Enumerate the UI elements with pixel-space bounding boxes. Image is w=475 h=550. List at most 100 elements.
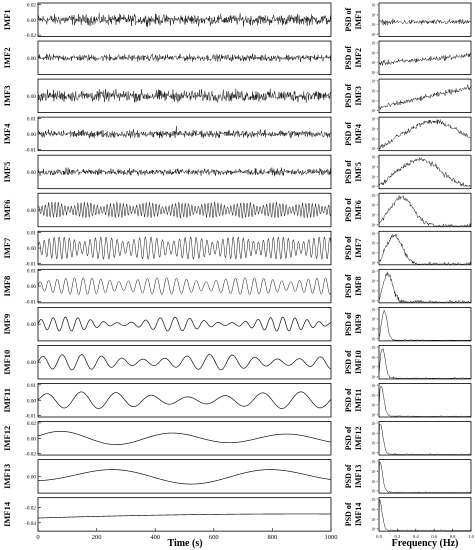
psd-y-tick-label: 10⁻² xyxy=(371,460,378,464)
psd-y-tick-label: 10⁻⁸ xyxy=(371,185,378,189)
psd-y-tick-label: 10⁻² xyxy=(371,498,378,502)
psd-y-tick-label: 10⁻² xyxy=(371,80,378,84)
time-panel-imf5: 0.00 IMF5 xyxy=(2,154,332,190)
time-panel-imf8: 0.01 0.00 -0.01 IMF8 xyxy=(2,268,332,306)
time-panel-imf11: 0.01 0.00 -0.01 IMF11 xyxy=(2,383,332,420)
psd-label: PSD ofIMF5 xyxy=(344,160,363,184)
imf-label: IMF5 xyxy=(2,162,12,183)
imf-label: IMF9 xyxy=(2,314,12,335)
psd-y-tick-label: 10⁻⁴ xyxy=(371,51,378,55)
psd-panel-frame xyxy=(378,2,472,37)
y-tick-label: -0.01 xyxy=(25,147,36,153)
time-series-imf7 xyxy=(37,236,332,261)
x-tick-label: 200 xyxy=(92,534,102,541)
psd-curve-imf14 xyxy=(378,499,471,531)
psd-y-tick-label: 10⁻⁸ xyxy=(371,299,378,303)
time-series-imf8 xyxy=(37,277,332,295)
psd-panel-imf11: 10⁻² 10⁻⁴ 10⁻⁶ 10⁻⁸ PSD ofIMF11 xyxy=(344,383,472,418)
y-tick-label: -0.04 xyxy=(25,521,36,527)
psd-label: PSD ofIMF9 xyxy=(344,312,363,336)
psd-x-tick-label: 0.4 xyxy=(413,534,419,539)
psd-y-tick-label: 10⁻⁴ xyxy=(371,394,378,398)
y-tick-label: 0.00 xyxy=(27,284,36,290)
psd-y-tick-label: 10⁻⁴ xyxy=(371,127,378,131)
time-panel-frame xyxy=(37,497,332,532)
psd-y-tick-label: 10⁻² xyxy=(371,4,378,8)
time-panel-frame xyxy=(37,383,332,418)
psd-y-tick-label: 10⁻⁶ xyxy=(371,23,378,27)
frequency-axis-label: Frequency (Hz) xyxy=(392,538,459,549)
psd-curve-imf8 xyxy=(378,271,472,303)
psd-panel-frame xyxy=(378,268,472,304)
psd-y-tick-label: 10⁻² xyxy=(371,384,378,388)
psd-y-tick-label: 10⁻⁸ xyxy=(371,375,378,379)
imf-label: IMF7 xyxy=(2,237,12,259)
psd-panel-imf1: 10⁻² 10⁻⁴ 10⁻⁶ 10⁻⁸ PSD ofIMF1 xyxy=(344,2,472,37)
time-panel-frame xyxy=(37,268,332,304)
psd-x-tick-label: 0.2 xyxy=(395,534,401,539)
psd-panel-frame xyxy=(378,383,472,418)
psd-panel-frame xyxy=(378,40,472,75)
y-tick-label: 0.00 xyxy=(27,56,36,62)
y-tick-label: 0.00 xyxy=(27,322,36,328)
imf-label: IMF2 xyxy=(2,47,12,68)
x-tick-label: 800 xyxy=(268,534,278,541)
time-series-imf11 xyxy=(37,391,332,409)
psd-y-tick-label: 10⁻⁸ xyxy=(371,261,378,265)
y-tick-label: 0.00 xyxy=(27,360,36,366)
psd-curve-imf7 xyxy=(378,233,472,265)
psd-panel-imf3: 10⁻² 10⁻⁴ 10⁻⁶ 10⁻⁸ PSD ofIMF3 xyxy=(344,78,472,113)
psd-y-tick-label: 10⁻⁴ xyxy=(371,13,378,17)
imf-label: IMF14 xyxy=(2,501,12,527)
psd-curve-imf3 xyxy=(378,84,472,111)
psd-panel-frame xyxy=(378,421,472,456)
time-panel-imf3: 0.00 IMF3 xyxy=(2,78,332,113)
psd-curve-imf5 xyxy=(378,157,472,188)
imf-label: IMF3 xyxy=(2,85,12,106)
time-panel-imf2: 0.00 IMF2 xyxy=(2,40,332,75)
psd-label: PSD ofIMF6 xyxy=(344,198,363,222)
psd-panel-imf13: 10⁻² 10⁻⁴ 10⁻⁶ 10⁻⁸ PSD ofIMF13 xyxy=(344,459,472,494)
psd-y-tick-label: 10⁻² xyxy=(371,422,378,426)
psd-x-tick-label: 0.0 xyxy=(376,534,382,539)
psd-label: PSD ofIMF12 xyxy=(344,426,363,450)
x-tick-label: 1000 xyxy=(325,534,338,541)
psd-y-tick-label: 10⁻⁸ xyxy=(371,71,378,75)
time-panel-imf7: 0.01 0.00 -0.01 IMF7 xyxy=(2,231,332,267)
x-tick-label: 400 xyxy=(150,534,160,541)
time-panel-imf6: 0.00 IMF6 xyxy=(2,192,332,228)
imf-label: IMF6 xyxy=(2,200,12,221)
psd-panel-frame xyxy=(378,459,472,494)
x-tick-label: 0 xyxy=(36,534,39,541)
psd-y-tick-label: 10⁻⁴ xyxy=(371,242,378,246)
imf-label: IMF4 xyxy=(2,123,12,145)
psd-label: PSD ofIMF13 xyxy=(344,464,363,488)
psd-curve-imf12 xyxy=(378,423,472,455)
time-panel-frame xyxy=(37,459,332,494)
time-series-imf10 xyxy=(37,354,332,371)
psd-label: PSD ofIMF3 xyxy=(344,84,363,108)
psd-y-tick-label: 10⁻² xyxy=(371,42,378,46)
time-domain-panels: 0.020.00-0.02IMF10.00IMF20.00IMF30.010.0… xyxy=(2,2,338,541)
y-tick-label: 0.01 xyxy=(27,269,36,275)
y-tick-label: 0.01 xyxy=(27,383,36,389)
psd-y-tick-label: 10⁻⁶ xyxy=(371,213,378,217)
psd-y-tick-label: 10⁻⁶ xyxy=(371,366,378,370)
psd-y-tick-label: 10⁻⁴ xyxy=(371,166,378,170)
psd-y-tick-label: 10⁻⁶ xyxy=(371,61,378,65)
time-panel-imf4: 0.01 0.00 -0.01 IMF4 xyxy=(2,116,332,153)
y-tick-label: 0.01 xyxy=(27,231,36,237)
psd-panel-imf5: 10⁻² 10⁻⁴ 10⁻⁶ 10⁻⁸ PSD ofIMF5 xyxy=(344,154,472,189)
y-tick-label: 0.02 xyxy=(27,421,36,427)
psd-x-tick-label: 1.0 xyxy=(468,534,474,539)
psd-label: PSD ofIMF1 xyxy=(344,8,363,32)
psd-y-tick-label: 10⁻⁸ xyxy=(371,452,378,456)
time-series-imf5 xyxy=(37,167,332,177)
psd-y-tick-label: 10⁻⁴ xyxy=(371,318,378,322)
psd-panel-imf14: 10⁻² 10⁻⁴ 10⁻⁶ 10⁻⁸ PSD ofIMF14 0.0 0.2 0.4 0.6 0… xyxy=(344,497,475,539)
psd-label: PSD ofIMF4 xyxy=(344,122,363,146)
psd-y-tick-label: 10⁻² xyxy=(371,232,378,236)
psd-y-tick-label: 10⁻⁸ xyxy=(371,528,378,532)
